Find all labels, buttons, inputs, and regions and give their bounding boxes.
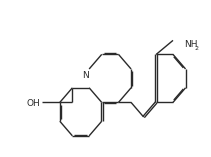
Text: NH: NH [184,40,198,49]
Text: 2: 2 [195,46,199,51]
Text: OH: OH [26,99,40,108]
Text: N: N [82,71,89,80]
